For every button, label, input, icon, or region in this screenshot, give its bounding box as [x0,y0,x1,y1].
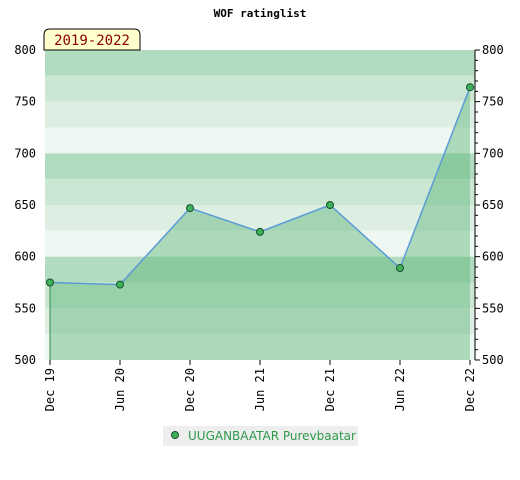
period-badge: 2019-2022 [43,28,141,51]
legend-box [163,426,358,446]
data-markers [46,83,474,289]
y-tick-label-right: 700 [482,146,504,160]
y-tick-label-left: 650 [14,198,36,212]
y-tick-label-right: 650 [482,198,504,212]
background-bands [45,50,475,360]
data-point-jun-22 [396,264,404,273]
background-band [45,50,475,76]
y-tick-label-right: 550 [482,301,504,315]
background-band [45,282,475,309]
rating-area-fill [50,87,470,360]
background-band [45,101,475,128]
x-tick-label: Jun 21 [253,368,267,411]
x-tick-label: Dec 20 [183,368,197,411]
y-axis-left: 500 550 600 650 700 750 800 [14,43,36,367]
y-tick-label-left: 800 [14,43,36,57]
period-label: 2019-2022 [54,33,130,49]
data-point-jun-21 [256,227,264,236]
data-point-dec-22 [466,83,474,92]
y-tick-label-right: 500 [482,353,504,367]
y-tick-label-left: 500 [14,353,36,367]
y-tick-label-right: 800 [482,43,504,57]
rating-area [49,87,470,360]
background-band [45,334,475,360]
y-tick-label-left: 750 [14,95,36,109]
background-band [45,153,475,180]
x-tick-label: Dec 19 [43,368,57,411]
x-tick-label: Dec 22 [463,368,477,411]
x-tick-label: Jun 20 [113,368,127,411]
y-axis-right: 500 550 600 650 700 750 800 [474,43,504,367]
legend-marker [171,431,179,439]
background-band [45,75,475,102]
data-point-dec-20 [186,204,194,213]
data-point-dec-21 [326,201,334,209]
x-tick-label: Dec 21 [323,368,337,411]
background-band [45,127,475,154]
y-tick-label-right: 600 [482,250,504,264]
y-tick-label-left: 700 [14,146,36,160]
data-point-dec-19 [46,278,54,287]
x-tick-label: Jun 22 [393,368,407,411]
y-tick-label-right: 750 [482,95,504,109]
background-band [45,308,475,335]
legend: UUGANBAATAR Purevbaatar [163,426,358,446]
y-tick-label-left: 600 [14,250,36,264]
x-axis: Dec 19 Jun 20 Dec 20 Jun 21 Dec 21 Jun 22 Dec … [43,360,477,411]
legend-series-name: UUGANBAATAR Purevbaatar [188,429,356,443]
background-band [45,205,475,231]
chart-title: WOF ratinglist [214,7,307,20]
data-point-jun-20 [116,280,124,289]
y-tick-label-left: 550 [14,301,36,315]
background-band [45,179,475,205]
